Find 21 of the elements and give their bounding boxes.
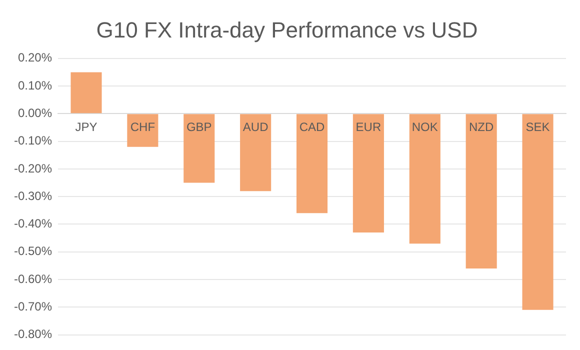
y-tick-label: -0.40% [14, 216, 52, 231]
y-tick-label: 0.20% [18, 50, 52, 65]
x-tick-label: CAD [299, 120, 326, 134]
chart-title: G10 FX Intra-day Performance vs USD [96, 17, 478, 42]
x-tick-label: NZD [469, 120, 494, 134]
y-tick-label: -0.70% [14, 299, 52, 314]
x-tick-label: EUR [356, 120, 382, 134]
y-tick-label: 0.10% [18, 78, 52, 92]
x-tick-label: JPY [75, 120, 98, 134]
x-tick-label: GBP [186, 120, 212, 134]
y-tick-label: -0.10% [14, 134, 52, 148]
x-tick-label: SEK [526, 120, 550, 134]
y-tick-label: -0.30% [14, 188, 52, 203]
y-tick-label: -0.20% [14, 161, 52, 176]
y-tick-label: -0.60% [14, 272, 52, 286]
x-tick-label: NOK [412, 120, 438, 134]
y-tick-label: -0.80% [14, 327, 52, 342]
y-tick-label: -0.50% [14, 244, 52, 258]
x-tick-label: CHF [130, 120, 156, 134]
y-tick-label: 0.00% [18, 106, 52, 120]
x-tick-label: AUD [242, 120, 269, 134]
